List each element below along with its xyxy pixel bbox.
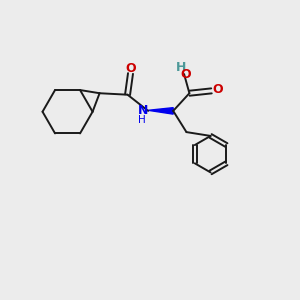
Text: O: O (180, 68, 191, 81)
Text: O: O (213, 83, 223, 96)
Text: H: H (138, 115, 146, 125)
Polygon shape (148, 108, 173, 114)
Text: H: H (176, 61, 186, 74)
Text: N: N (138, 104, 148, 117)
Text: O: O (126, 62, 136, 75)
